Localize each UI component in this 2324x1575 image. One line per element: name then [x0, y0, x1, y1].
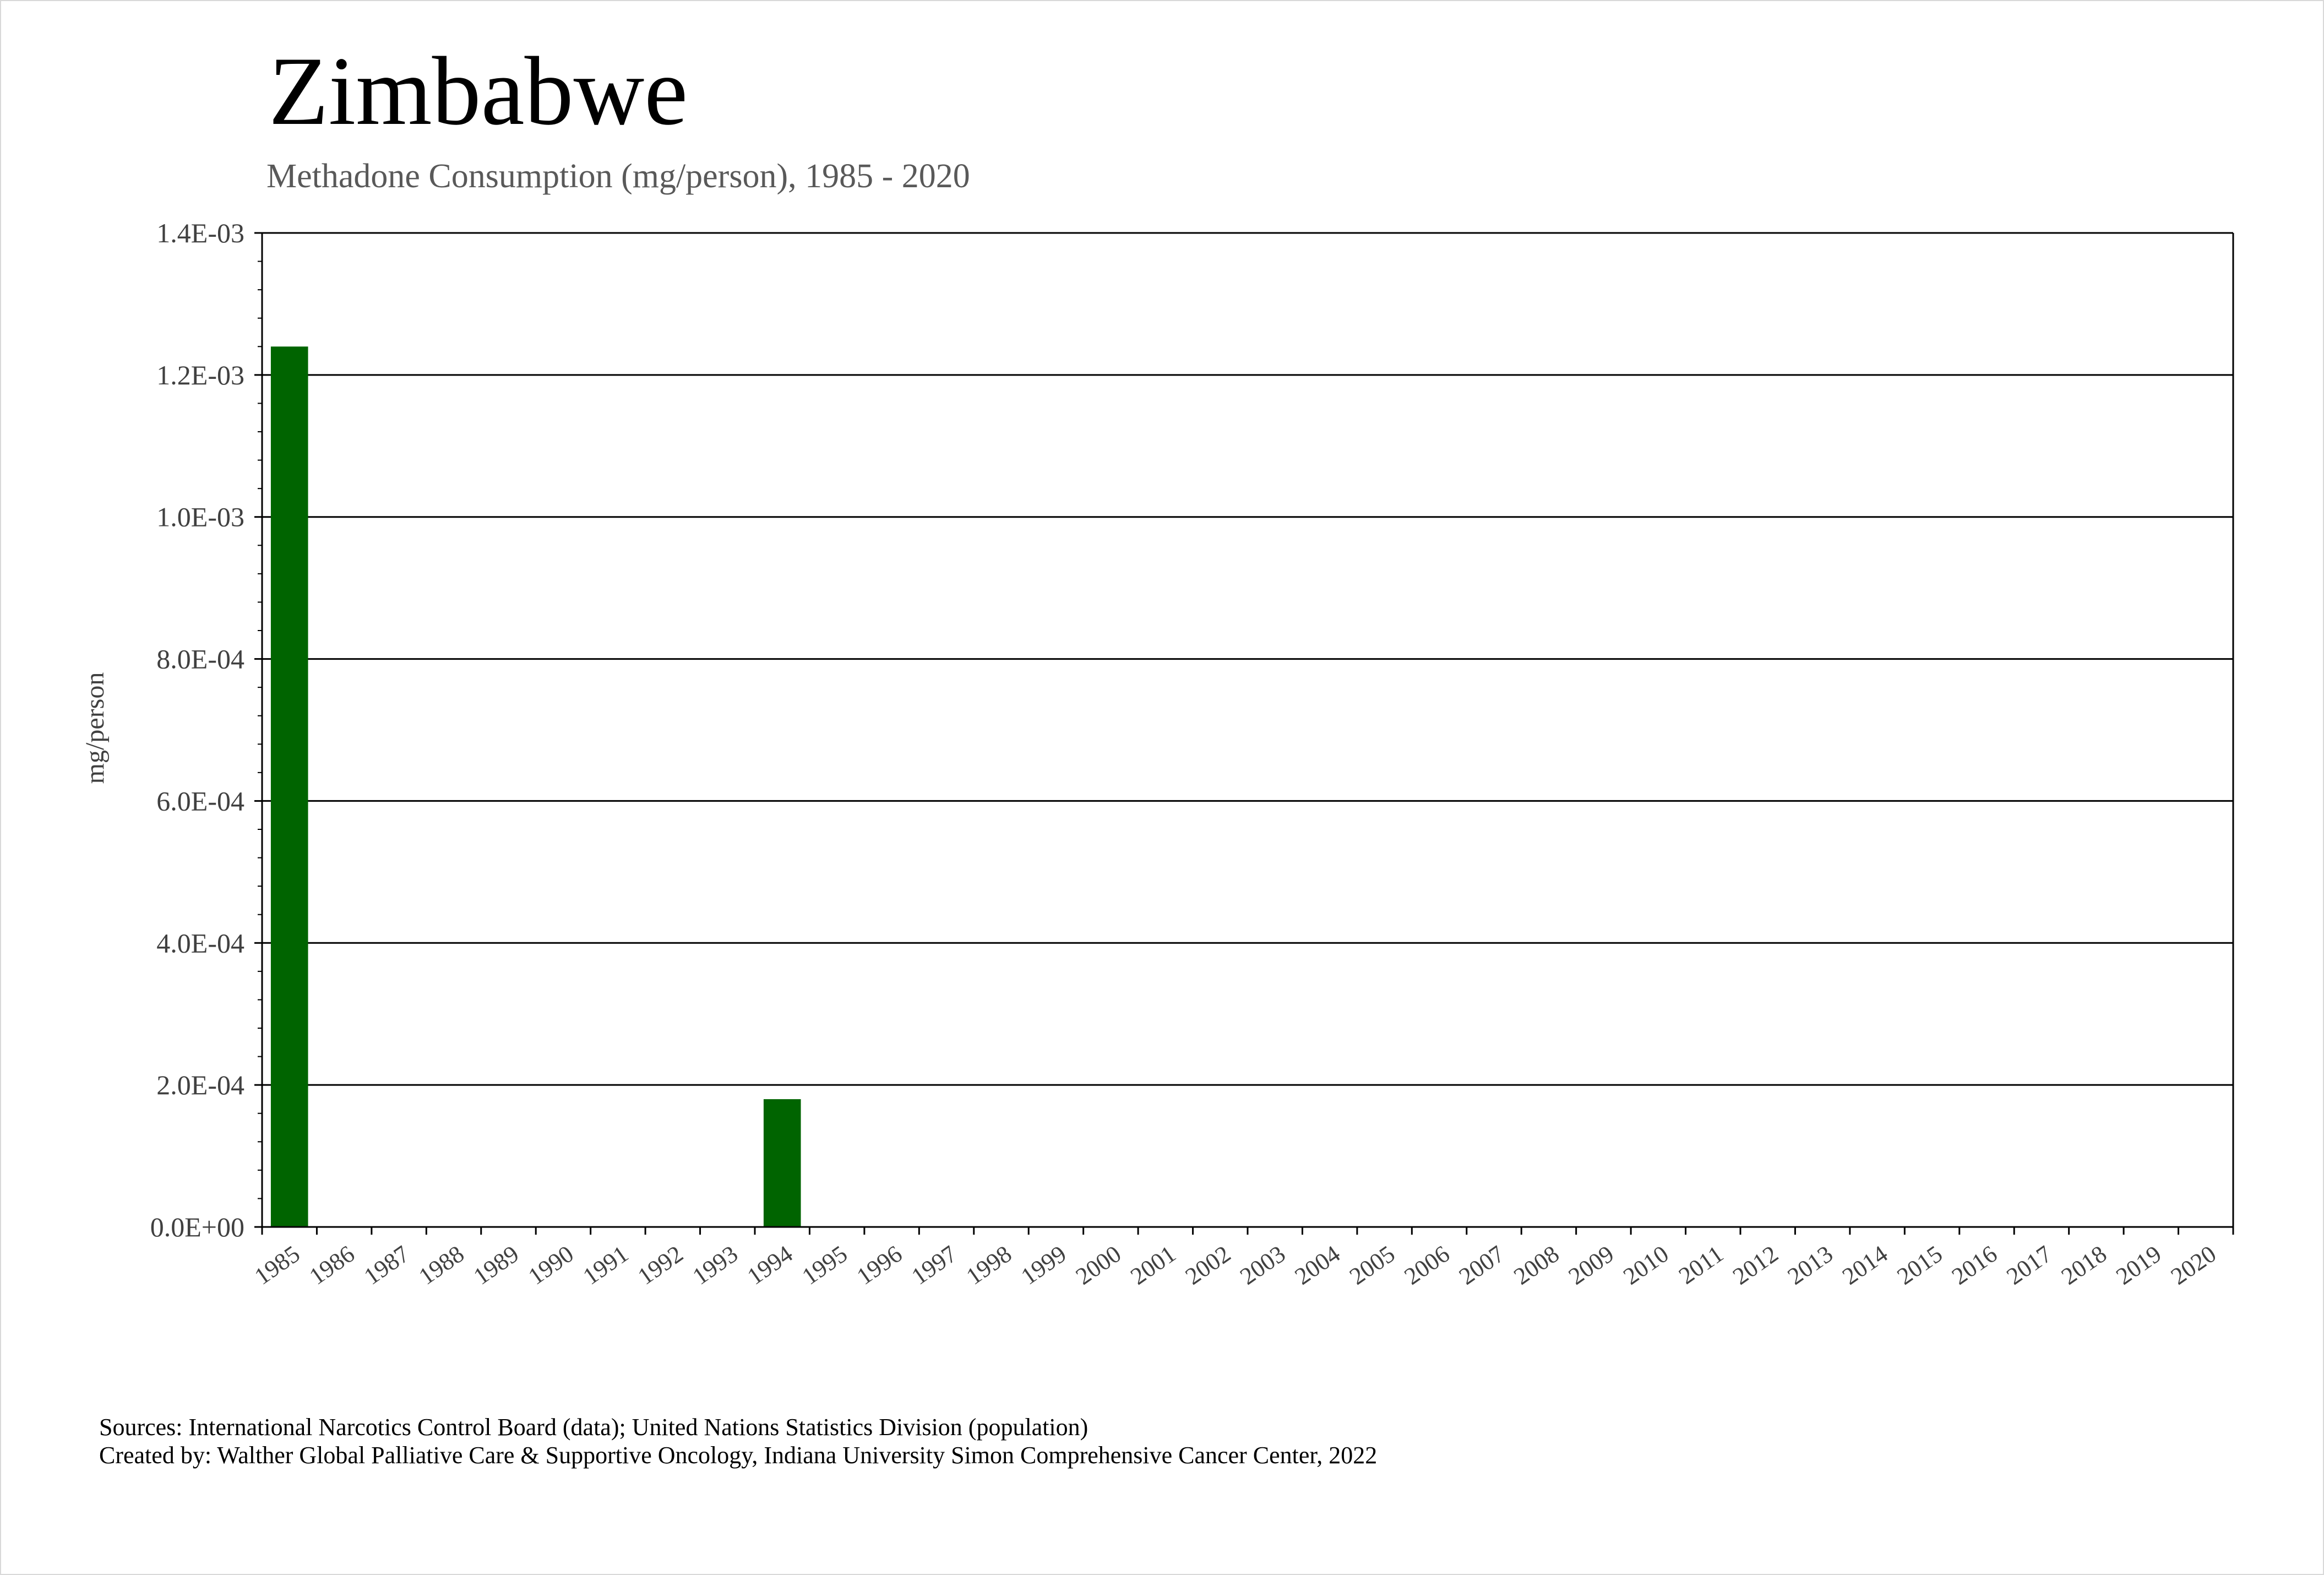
sources-line: Sources: International Narcotics Control…: [99, 1414, 1088, 1441]
x-tick-label: 2020: [2166, 1240, 2221, 1290]
x-tick-label: 2010: [1618, 1240, 1673, 1290]
x-tick-label: 2004: [1290, 1240, 1345, 1290]
y-tick-label: 1.2E-03: [156, 360, 244, 390]
y-tick-labels: 0.0E+00 2.0E-04 4.0E-04 6.0E-04 8.0E-04 1.0E-…: [150, 218, 244, 1242]
x-tick-label: 2003: [1235, 1240, 1290, 1290]
x-tick-label: 1994: [742, 1240, 797, 1290]
x-tick-label: 1987: [359, 1240, 414, 1290]
x-tick-label: 1986: [304, 1240, 360, 1290]
x-tick-label: 2019: [2111, 1240, 2166, 1290]
x-tick-label: 1993: [688, 1240, 743, 1290]
x-tick-label: 1988: [414, 1240, 469, 1290]
bar-1985: [270, 346, 308, 1228]
x-tick-label: 1992: [633, 1240, 688, 1290]
x-tick-label: 2008: [1509, 1240, 1564, 1290]
x-tick-label: 1989: [469, 1240, 524, 1290]
x-tick-label: 2011: [1674, 1240, 1728, 1290]
x-tick-label: 2007: [1454, 1240, 1509, 1290]
x-tick-label: 2012: [1728, 1240, 1783, 1290]
x-tick-label: 1999: [1016, 1240, 1071, 1290]
bar-1994: [763, 1099, 801, 1227]
x-tick-label: 2013: [1783, 1240, 1838, 1290]
x-tick-label: 2018: [2056, 1240, 2111, 1290]
gridlines: [262, 232, 2233, 1086]
x-tick-label: 2001: [1125, 1240, 1180, 1290]
x-tick-label: 1995: [797, 1240, 852, 1290]
x-tick-label: 2017: [2001, 1240, 2056, 1290]
x-tick-label: 2000: [1071, 1240, 1126, 1290]
x-tick-label: 2014: [1837, 1240, 1892, 1290]
y-tick-label: 1.0E-03: [156, 502, 244, 533]
x-tick-label: 1997: [907, 1240, 962, 1290]
y-tick-label: 4.0E-04: [156, 927, 244, 958]
x-tick-label: 2009: [1564, 1240, 1619, 1290]
x-tick-label: 2015: [1892, 1240, 1947, 1290]
y-tick-label: 0.0E+00: [150, 1212, 244, 1242]
y-tick-label: 1.4E-03: [156, 218, 244, 248]
credits-line: Created by: Walther Global Palliative Ca…: [99, 1442, 1377, 1469]
bars: [270, 346, 801, 1228]
y-tick-label: 6.0E-04: [156, 785, 244, 816]
x-tick-label: 2005: [1345, 1240, 1400, 1290]
x-tick-label: 2002: [1180, 1240, 1236, 1290]
x-tick-label: 2016: [1947, 1240, 2002, 1290]
x-tick-label: 1998: [961, 1240, 1016, 1290]
x-tick-label: 1991: [578, 1240, 633, 1290]
chart-subtitle: Methadone Consumption (mg/person), 1985 …: [266, 158, 970, 195]
x-tick-label: 2006: [1400, 1240, 1455, 1290]
chart-title: Zimbabwe: [269, 36, 688, 145]
y-axis-label: mg/person: [80, 672, 110, 784]
axes: [254, 232, 2234, 1235]
x-tick-label: 1985: [249, 1240, 304, 1290]
x-tick-labels: 1985 1986 1987 1988 1989 1990 1991 1992 1993 1994…: [249, 1240, 2221, 1290]
y-tick-label: 2.0E-04: [156, 1069, 244, 1100]
y-tick-label: 8.0E-04: [156, 644, 244, 675]
x-tick-label: 1990: [523, 1240, 578, 1290]
x-tick-label: 1996: [852, 1240, 907, 1290]
